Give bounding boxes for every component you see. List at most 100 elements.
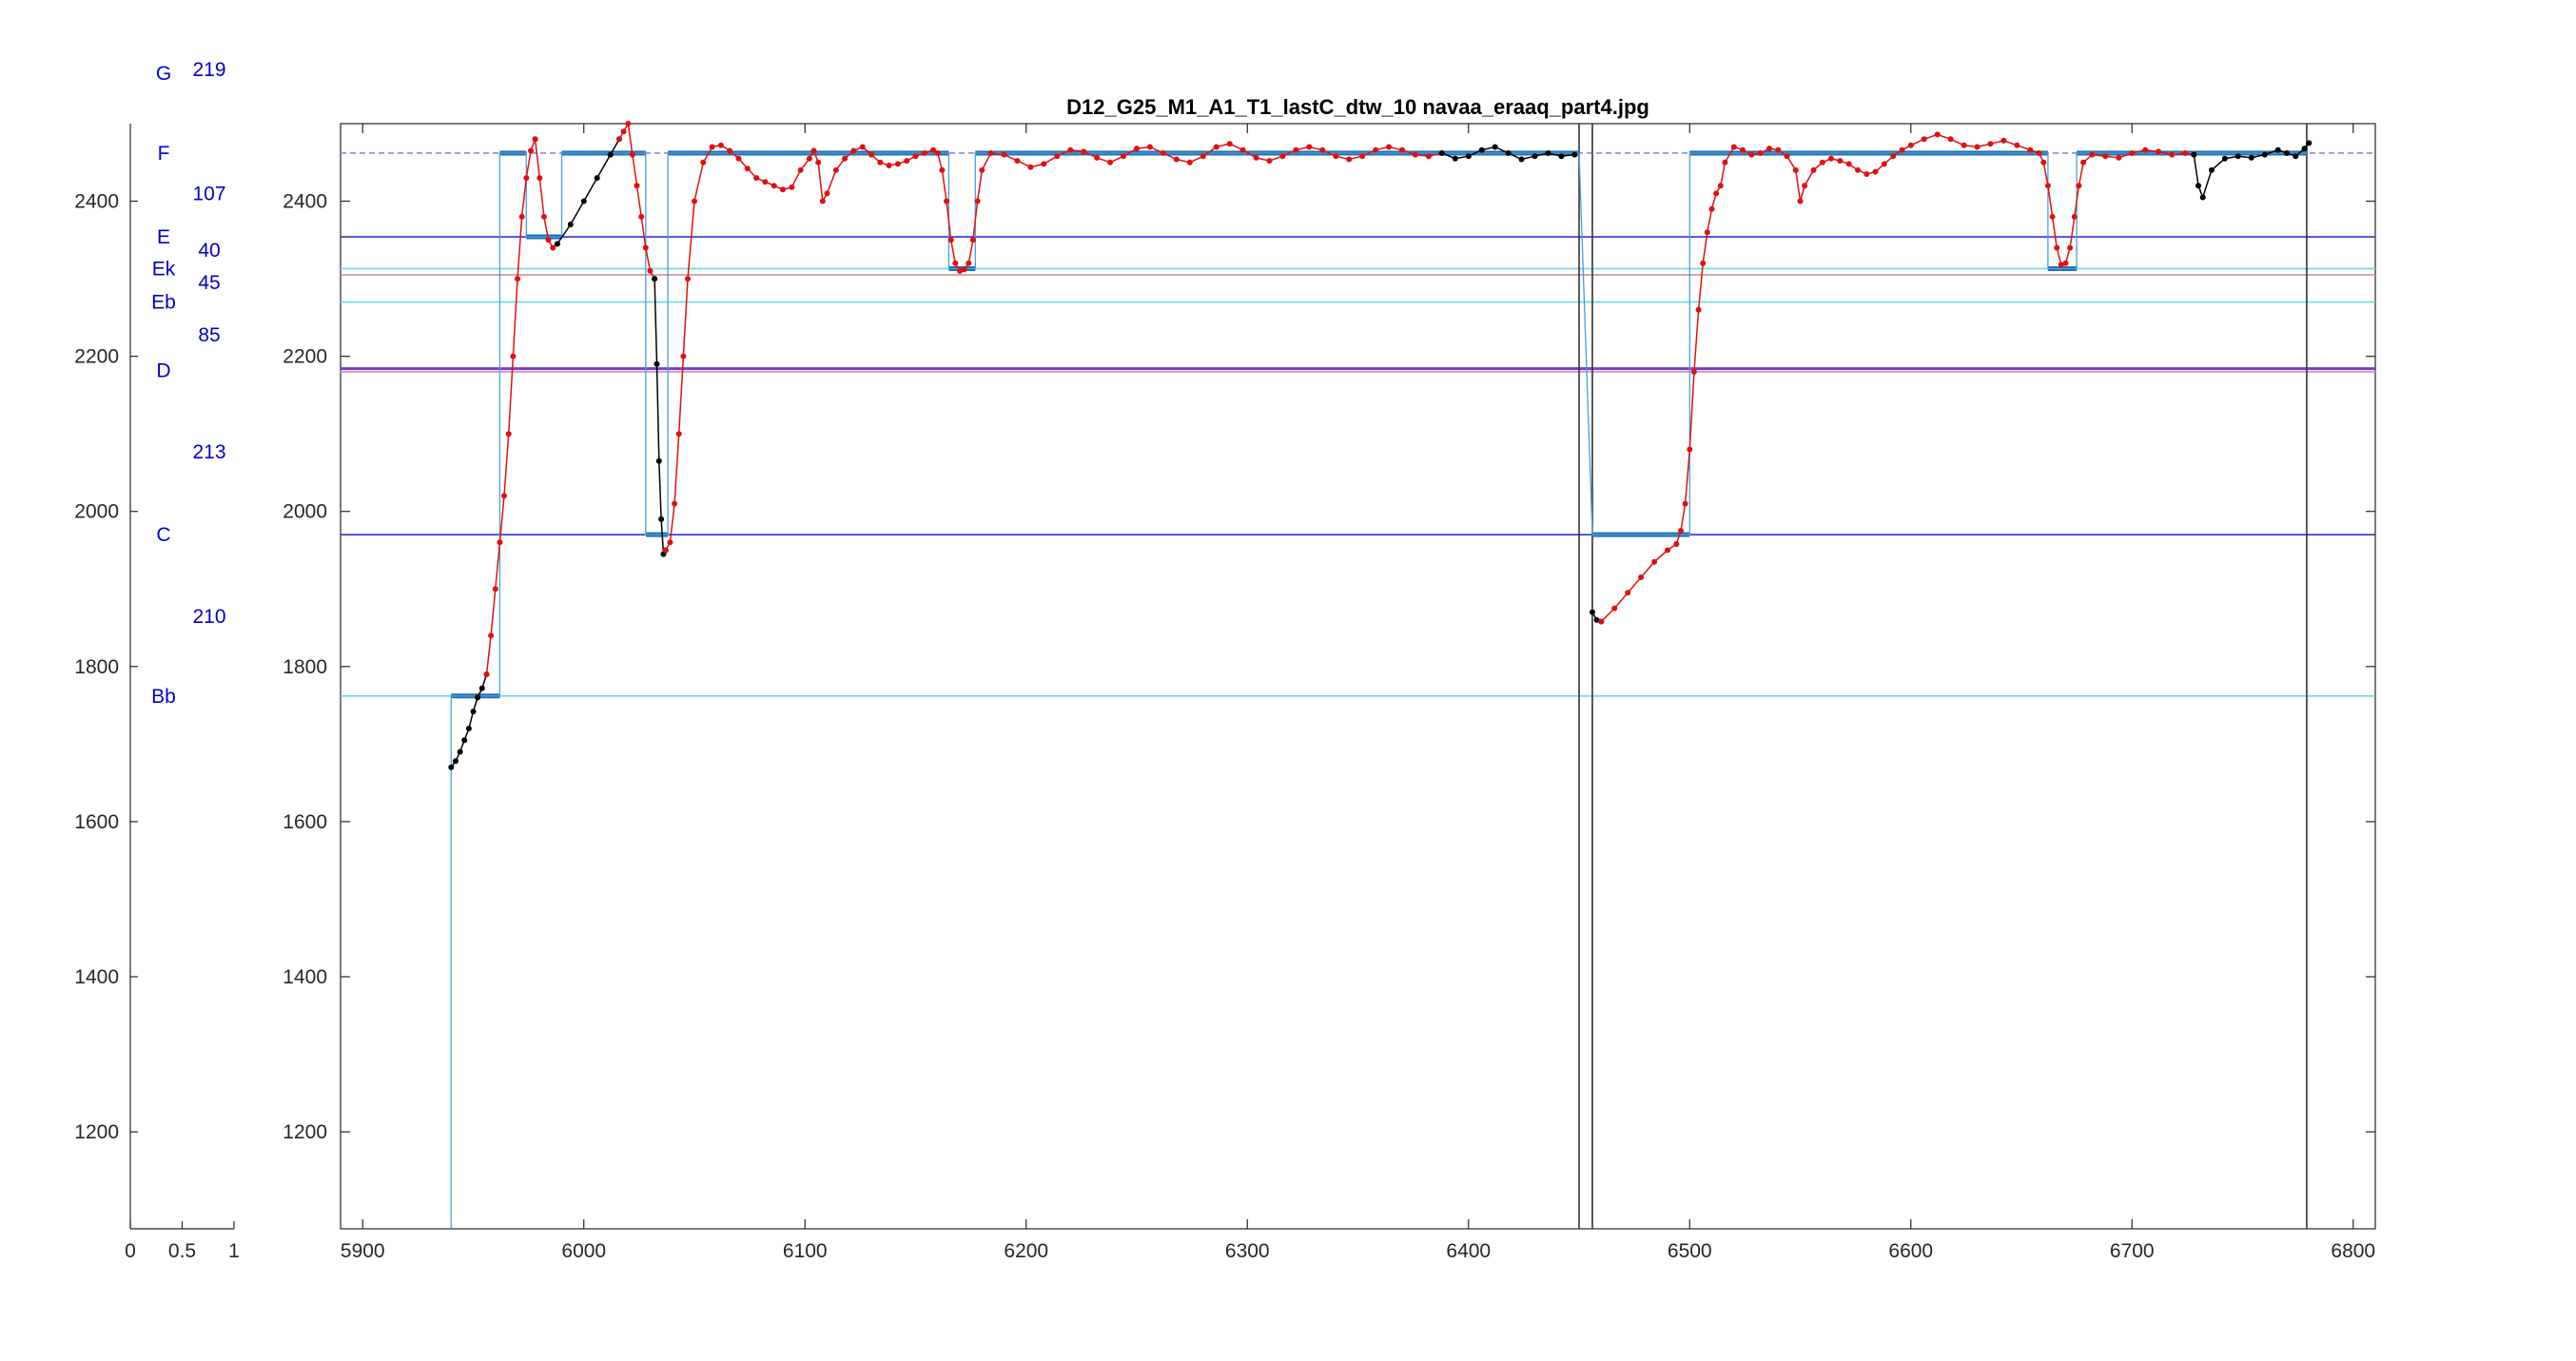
y-tick-label: 1800 xyxy=(283,656,327,678)
data-point xyxy=(1987,141,1994,147)
step-outline xyxy=(451,152,2307,697)
data-point xyxy=(1700,260,1707,266)
x-tick-label: 6100 xyxy=(783,1240,828,1262)
data-point xyxy=(1067,146,1074,153)
data-point xyxy=(797,166,804,173)
series-line xyxy=(665,143,1442,551)
data-point xyxy=(647,267,654,274)
data-point xyxy=(1134,146,1140,152)
data-point xyxy=(2182,150,2189,156)
side-x-tick-label: 0.5 xyxy=(168,1240,196,1262)
interval-label: 40 xyxy=(198,240,220,262)
data-point xyxy=(523,175,530,182)
data-point xyxy=(1665,547,1670,554)
data-point xyxy=(1934,131,1941,138)
data-point xyxy=(537,175,543,182)
side-y-tick-label: 2000 xyxy=(74,501,119,523)
data-point xyxy=(654,360,660,367)
data-point xyxy=(2195,183,2201,189)
data-point xyxy=(652,276,658,282)
data-point xyxy=(744,165,751,172)
data-point xyxy=(1200,153,1206,160)
data-point xyxy=(2014,142,2020,148)
data-point xyxy=(2071,213,2078,220)
data-point xyxy=(2208,166,2215,173)
data-point xyxy=(2076,183,2082,189)
data-point xyxy=(819,198,826,204)
data-point xyxy=(952,260,959,266)
data-point xyxy=(528,147,534,154)
data-point xyxy=(1027,164,1034,170)
data-point xyxy=(475,694,481,701)
note-name-label: G xyxy=(156,63,171,85)
data-point xyxy=(2049,213,2056,220)
data-point xyxy=(1107,159,1114,165)
data-point xyxy=(1797,198,1804,204)
data-point xyxy=(1333,153,1339,160)
data-point xyxy=(638,213,645,220)
data-point xyxy=(771,183,777,189)
data-point xyxy=(1438,150,1445,156)
data-point xyxy=(607,151,614,158)
data-point xyxy=(1518,156,1525,163)
data-point xyxy=(2054,244,2060,251)
data-point xyxy=(1802,183,1808,189)
data-point xyxy=(957,267,963,274)
data-point xyxy=(1974,144,1981,150)
data-point xyxy=(692,198,697,204)
data-point xyxy=(1359,153,1366,160)
data-point xyxy=(685,276,691,282)
data-point xyxy=(2261,151,2268,158)
data-point xyxy=(1864,171,1870,177)
data-point xyxy=(961,266,967,273)
x-tick-label: 6300 xyxy=(1225,1240,1270,1262)
data-point xyxy=(1558,153,1565,160)
data-point xyxy=(672,500,678,507)
data-point xyxy=(1717,183,1724,189)
y-tick-label: 2000 xyxy=(283,501,327,523)
data-point xyxy=(1682,500,1688,507)
data-point xyxy=(753,175,760,182)
y-tick-label: 2200 xyxy=(283,346,327,368)
data-point xyxy=(1306,144,1313,150)
data-point xyxy=(1704,229,1710,236)
data-point xyxy=(501,493,507,499)
data-point xyxy=(2199,194,2206,201)
data-point xyxy=(859,144,866,150)
interval-label: 213 xyxy=(192,441,225,463)
data-point xyxy=(478,685,485,691)
data-point xyxy=(2044,183,2051,189)
data-point xyxy=(1757,150,1764,156)
data-point xyxy=(1226,141,1233,147)
data-point xyxy=(1412,151,1418,158)
data-point xyxy=(1961,142,1967,148)
data-point xyxy=(868,151,874,158)
data-point xyxy=(567,222,574,227)
data-point xyxy=(1593,616,1600,623)
data-point xyxy=(658,515,665,522)
data-point xyxy=(554,241,560,247)
note-name-label: D xyxy=(156,360,170,381)
data-point xyxy=(987,150,994,156)
data-point xyxy=(1081,148,1087,155)
data-point xyxy=(1346,156,1353,163)
data-point xyxy=(1399,146,1405,153)
data-point xyxy=(1890,153,1897,160)
side-y-tick-label: 2200 xyxy=(74,346,119,368)
data-point xyxy=(1687,446,1693,453)
data-point xyxy=(1319,146,1326,153)
data-point xyxy=(2301,146,2308,152)
data-point xyxy=(1695,306,1702,313)
data-point xyxy=(1730,144,1737,150)
data-point xyxy=(2142,146,2149,153)
data-point xyxy=(1121,153,1126,160)
side-y-tick-label: 2400 xyxy=(74,191,119,213)
series-line xyxy=(485,139,537,675)
side-y-tick-label: 1200 xyxy=(74,1121,119,1143)
data-point xyxy=(545,237,552,243)
y-tick-label: 1200 xyxy=(283,1121,327,1143)
data-point xyxy=(1819,159,1825,165)
data-point xyxy=(1638,574,1645,580)
data-point xyxy=(1690,368,1697,375)
data-point xyxy=(1146,144,1153,150)
